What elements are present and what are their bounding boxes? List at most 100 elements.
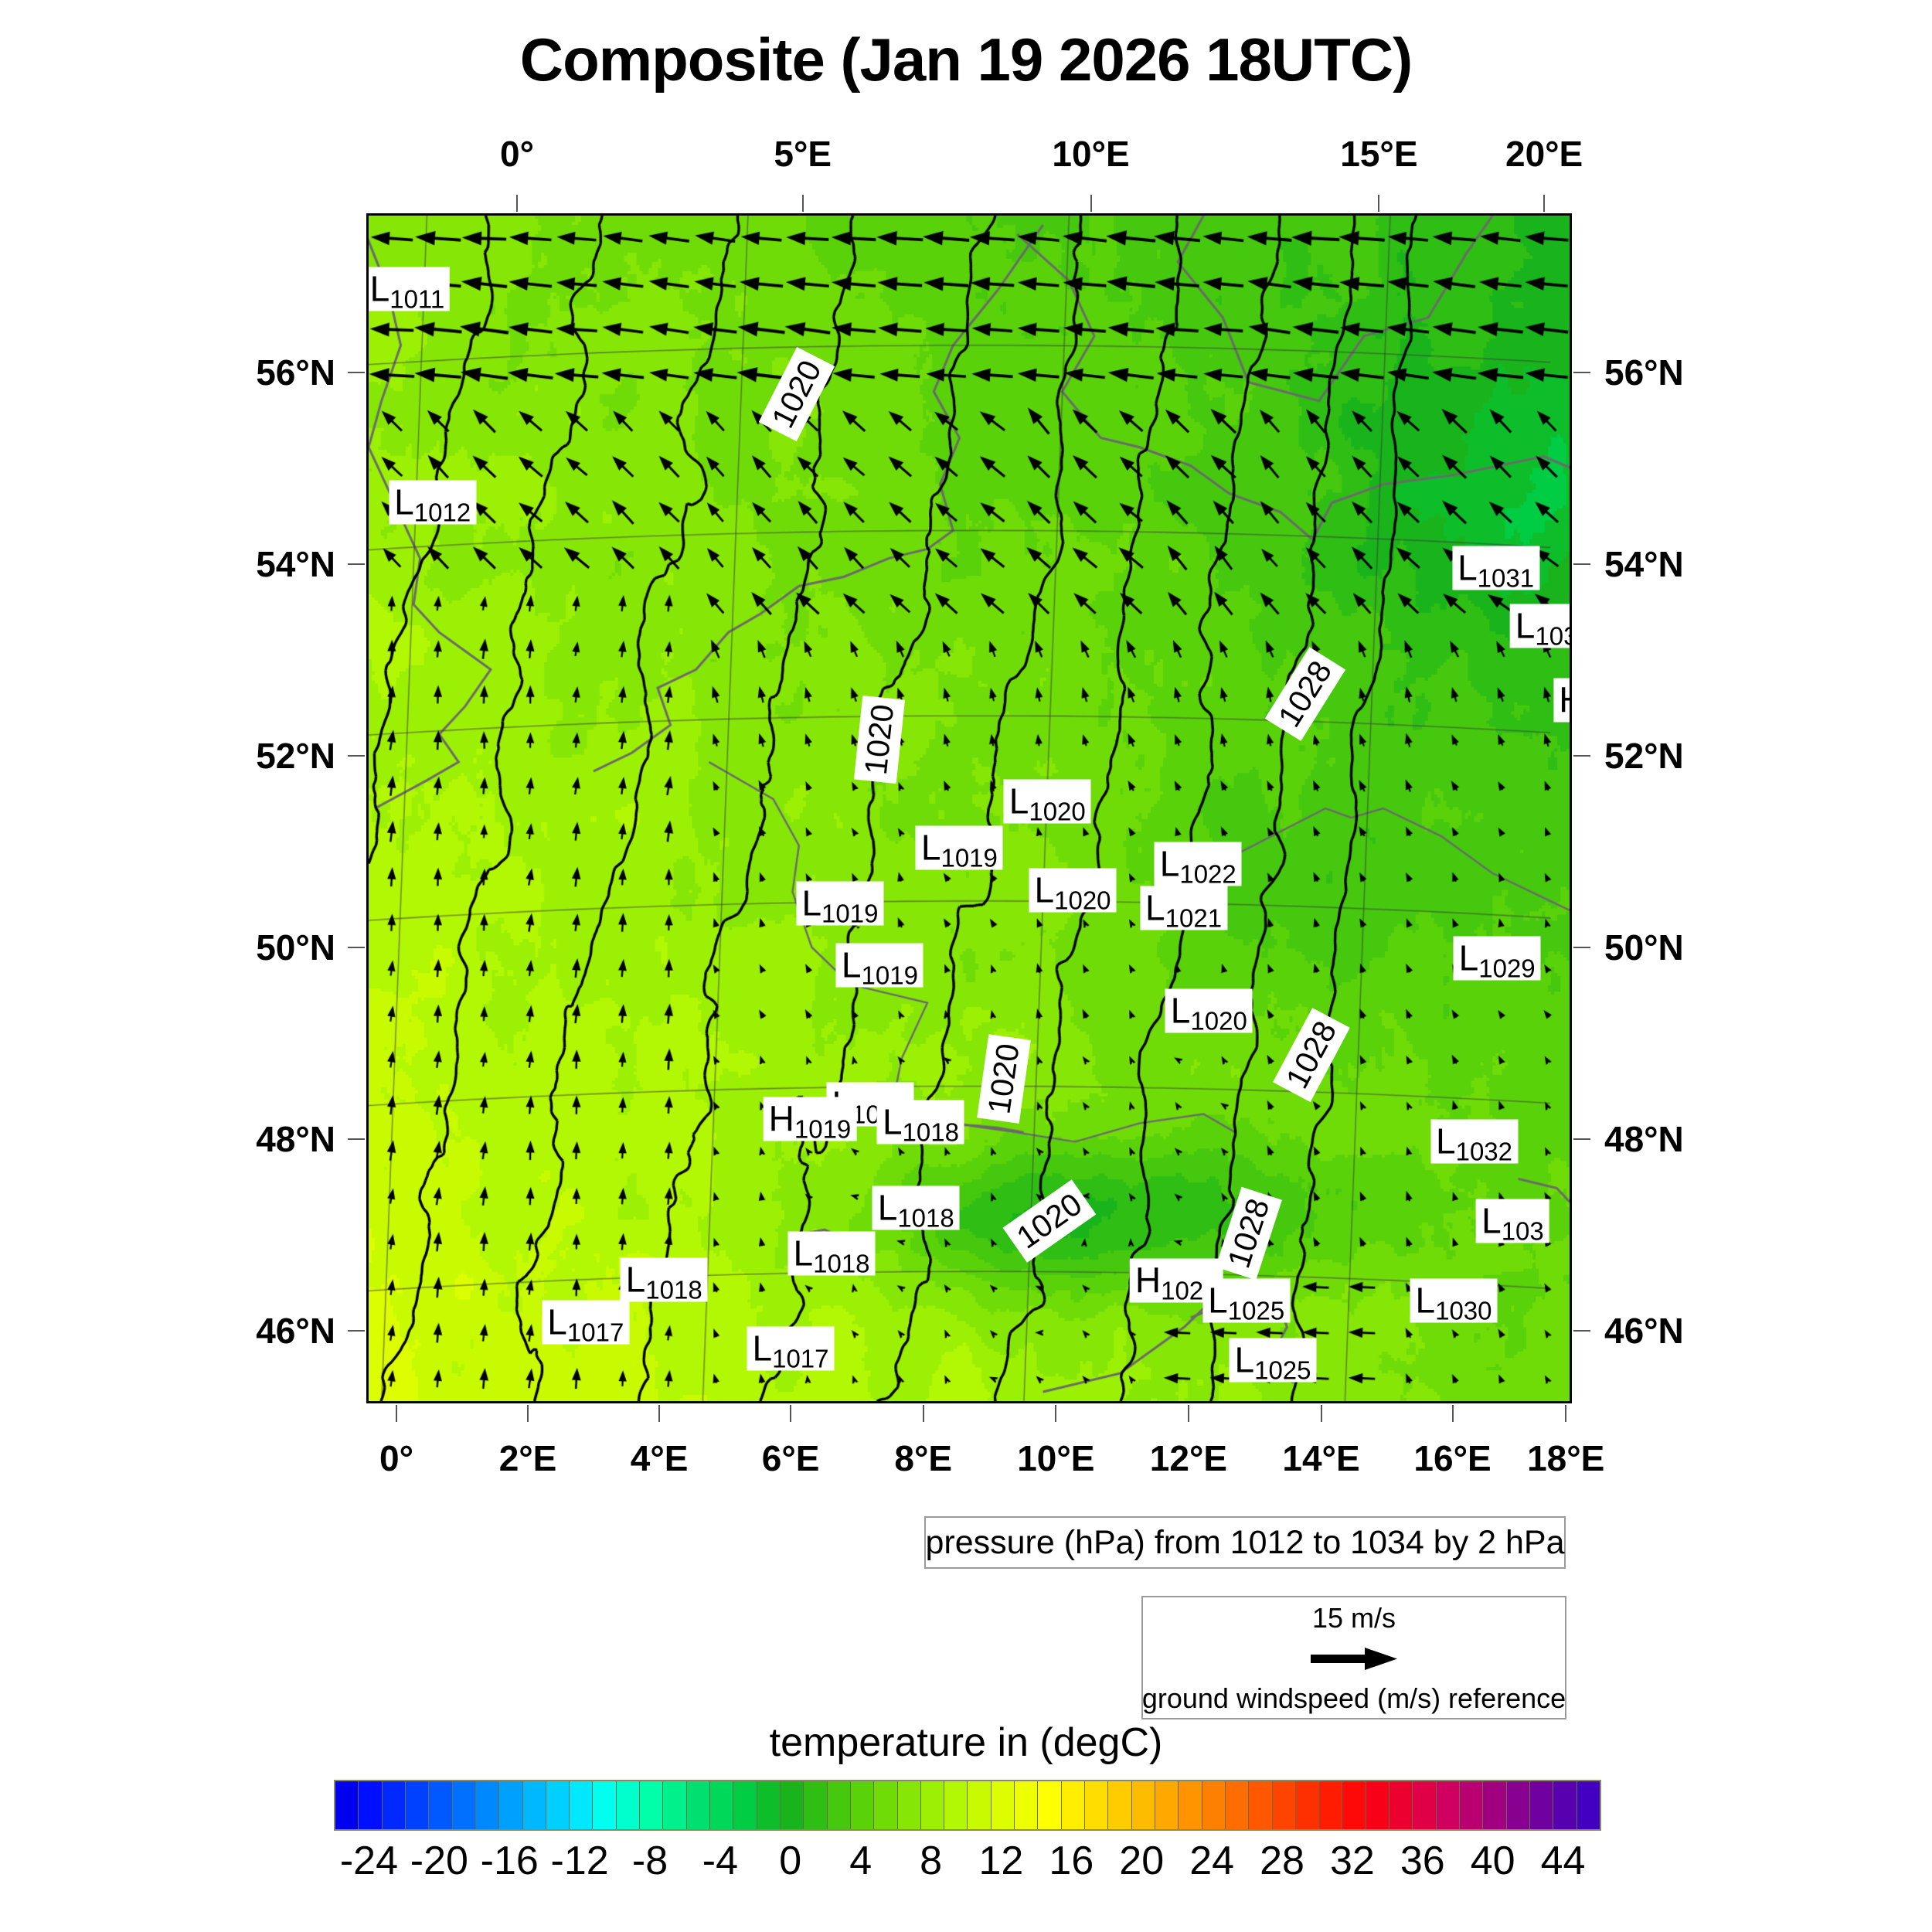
- colorbar-swatch: [757, 1781, 781, 1829]
- left-axis-label: 50°N: [256, 927, 335, 968]
- bottom-axis-label: 6°E: [761, 1438, 820, 1478]
- colorbar-swatch: [452, 1781, 476, 1829]
- low-pressure-label: L1018: [872, 1185, 960, 1231]
- bottom-axis-tick: [790, 1405, 792, 1422]
- bottom-axis-tick: [658, 1405, 661, 1422]
- low-pressure-label: L1011: [369, 267, 451, 312]
- low-pressure-label: L103: [1509, 604, 1570, 649]
- colorbar-swatch: [475, 1781, 500, 1829]
- top-axis-tick: [1378, 195, 1380, 212]
- colorbar-swatch: [1179, 1781, 1202, 1829]
- colorbar-swatch: [1389, 1781, 1413, 1829]
- low-pressure-label: L103: [1476, 1199, 1549, 1244]
- colorbar-swatch: [1342, 1781, 1366, 1829]
- map-plot-area[interactable]: L1011L1012L1031L103HL1020L1019L1022L1019…: [366, 213, 1572, 1403]
- colorbar-tick-label: 24: [1189, 1838, 1235, 1883]
- right-axis-tick: [1573, 755, 1590, 757]
- colorbar-swatch: [359, 1781, 383, 1829]
- right-axis-label: 52°N: [1604, 736, 1684, 777]
- low-pressure-label: L1018: [876, 1100, 964, 1145]
- colorbar-swatch: [1131, 1781, 1155, 1829]
- colorbar-tick-label: -8: [631, 1838, 668, 1883]
- bottom-axis-label: 10°E: [1017, 1438, 1095, 1478]
- right-axis-tick: [1573, 947, 1590, 949]
- top-axis-label: 10°E: [1052, 134, 1130, 174]
- colorbar-swatch: [804, 1781, 828, 1829]
- colorbar-swatch: [897, 1781, 921, 1829]
- low-pressure-label: L1032: [1430, 1119, 1519, 1165]
- top-axis-tick: [1543, 195, 1546, 212]
- low-pressure-label: L1021: [1140, 886, 1228, 931]
- left-axis-label: 54°N: [256, 544, 335, 585]
- top-axis-label: 0°: [500, 134, 534, 174]
- temperature-colorbar[interactable]: [334, 1780, 1601, 1831]
- colorbar-swatch: [874, 1781, 898, 1829]
- colorbar-swatch: [1577, 1781, 1600, 1829]
- low-pressure-label: L1030: [1410, 1278, 1498, 1324]
- colorbar-swatch: [991, 1781, 1015, 1829]
- colorbar-swatch: [1061, 1781, 1085, 1829]
- colorbar-swatch: [733, 1781, 757, 1829]
- colorbar-swatch: [405, 1781, 430, 1829]
- low-pressure-label: L1018: [620, 1257, 708, 1302]
- low-pressure-label: L1019: [796, 881, 884, 927]
- colorbar-swatch: [920, 1781, 945, 1829]
- left-axis-label: 56°N: [256, 352, 335, 393]
- colorbar-swatch: [1015, 1781, 1039, 1829]
- colorbar-swatch: [1225, 1781, 1250, 1829]
- colorbar-swatch: [850, 1781, 875, 1829]
- colorbar-swatch: [640, 1781, 664, 1829]
- right-axis-tick: [1573, 1138, 1590, 1141]
- top-axis-label: 20°E: [1505, 134, 1583, 174]
- colorbar-swatch: [1108, 1781, 1132, 1829]
- left-axis-label: 46°N: [256, 1311, 335, 1352]
- left-axis-label: 52°N: [256, 736, 335, 777]
- colorbar-swatch: [1413, 1781, 1437, 1829]
- colorbar-swatch: [1295, 1781, 1320, 1829]
- colorbar-swatch: [1436, 1781, 1460, 1829]
- colorbar-tick-label: 44: [1540, 1838, 1586, 1883]
- low-pressure-label: L1025: [1202, 1278, 1291, 1324]
- colorbar-tick-label: 36: [1400, 1838, 1445, 1883]
- colorbar-swatch: [429, 1781, 453, 1829]
- low-pressure-label: L1029: [1453, 936, 1541, 981]
- colorbar-swatch: [1155, 1781, 1179, 1829]
- top-axis-tick: [1090, 195, 1092, 212]
- colorbar-swatch: [1553, 1781, 1577, 1829]
- right-axis-tick: [1573, 372, 1590, 374]
- low-pressure-label: L1025: [1229, 1338, 1317, 1383]
- colorbar-swatch: [1366, 1781, 1390, 1829]
- colorbar-swatch: [382, 1781, 406, 1829]
- colorbar-swatch: [1249, 1781, 1273, 1829]
- colorbar-swatch: [968, 1781, 992, 1829]
- bottom-axis-label: 8°E: [894, 1438, 953, 1478]
- colorbar-tick-label: 40: [1470, 1838, 1515, 1883]
- right-axis-label: 56°N: [1604, 352, 1684, 393]
- colorbar-swatch: [593, 1781, 617, 1829]
- bottom-axis-label: 12°E: [1149, 1438, 1228, 1478]
- colorbar-tick-labels: -24 -20 -16 -12 -8 -4 0 4 8 12 16 20 24 28 32 36 40 44: [334, 1838, 1598, 1892]
- colorbar-swatch: [1319, 1781, 1343, 1829]
- bottom-axis-tick: [922, 1405, 924, 1422]
- bottom-axis-tick: [527, 1405, 529, 1422]
- low-pressure-label: L1012: [389, 480, 477, 526]
- bottom-axis-tick: [1320, 1405, 1322, 1422]
- low-pressure-label: L1031: [1452, 546, 1540, 590]
- low-pressure-label: L1020: [1165, 988, 1253, 1033]
- colorbar-tick-label: 8: [920, 1838, 943, 1883]
- top-axis-tick: [801, 195, 804, 212]
- bottom-axis-tick: [1565, 1405, 1567, 1422]
- colorbar-swatch: [686, 1781, 710, 1829]
- bottom-axis-tick: [1187, 1405, 1189, 1422]
- right-axis-label: 50°N: [1604, 927, 1684, 968]
- colorbar-swatch: [1506, 1781, 1530, 1829]
- colorbar-swatch: [1529, 1781, 1554, 1829]
- colorbar-swatch: [546, 1781, 570, 1829]
- wind-reference-caption: ground windspeed (m/s) reference: [1141, 1682, 1566, 1714]
- left-axis-tick: [348, 755, 365, 757]
- bottom-axis-label: 18°E: [1527, 1438, 1605, 1478]
- colorbar-tick-label: -20: [410, 1838, 468, 1883]
- low-pressure-label: L1022: [1154, 842, 1242, 887]
- low-pressure-label: L1017: [542, 1300, 630, 1345]
- colorbar-tick-label: 12: [978, 1838, 1024, 1883]
